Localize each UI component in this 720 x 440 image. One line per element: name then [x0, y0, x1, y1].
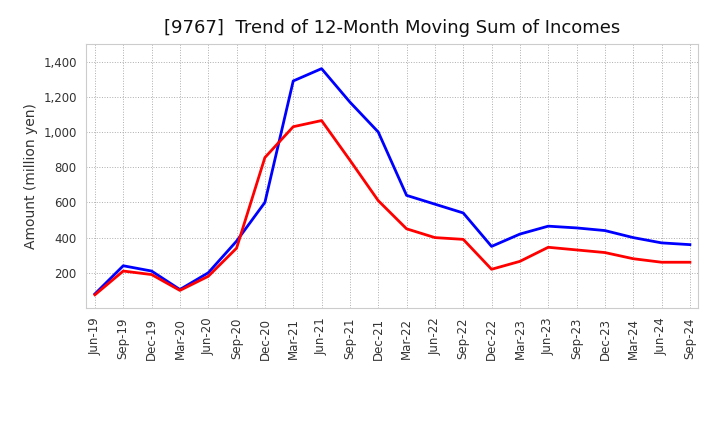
Net Income	[204, 274, 212, 279]
Net Income	[176, 288, 184, 293]
Y-axis label: Amount (million yen): Amount (million yen)	[24, 103, 37, 249]
Ordinary Income	[119, 263, 127, 268]
Ordinary Income	[374, 129, 382, 135]
Net Income	[487, 267, 496, 272]
Ordinary Income	[685, 242, 694, 247]
Net Income	[459, 237, 467, 242]
Ordinary Income	[657, 240, 666, 246]
Line: Ordinary Income: Ordinary Income	[95, 69, 690, 294]
Ordinary Income	[176, 287, 184, 292]
Net Income	[685, 260, 694, 265]
Ordinary Income	[629, 235, 637, 240]
Net Income	[629, 256, 637, 261]
Ordinary Income	[148, 268, 156, 274]
Ordinary Income	[318, 66, 326, 71]
Net Income	[572, 247, 581, 253]
Net Income	[318, 118, 326, 123]
Ordinary Income	[600, 228, 609, 233]
Ordinary Income	[289, 78, 297, 84]
Net Income	[374, 198, 382, 203]
Ordinary Income	[346, 99, 354, 105]
Title: [9767]  Trend of 12-Month Moving Sum of Incomes: [9767] Trend of 12-Month Moving Sum of I…	[164, 19, 621, 37]
Ordinary Income	[487, 244, 496, 249]
Ordinary Income	[431, 202, 439, 207]
Ordinary Income	[204, 270, 212, 275]
Ordinary Income	[572, 225, 581, 231]
Net Income	[600, 250, 609, 255]
Net Income	[516, 259, 524, 264]
Net Income	[657, 260, 666, 265]
Net Income	[91, 292, 99, 297]
Ordinary Income	[91, 291, 99, 297]
Ordinary Income	[516, 231, 524, 237]
Ordinary Income	[459, 210, 467, 216]
Net Income	[402, 226, 411, 231]
Net Income	[261, 155, 269, 160]
Net Income	[233, 246, 241, 251]
Ordinary Income	[402, 193, 411, 198]
Net Income	[431, 235, 439, 240]
Line: Net Income: Net Income	[95, 121, 690, 295]
Net Income	[148, 272, 156, 277]
Ordinary Income	[261, 200, 269, 205]
Ordinary Income	[544, 224, 552, 229]
Ordinary Income	[233, 238, 241, 244]
Net Income	[544, 245, 552, 250]
Net Income	[119, 268, 127, 274]
Net Income	[346, 158, 354, 163]
Net Income	[289, 124, 297, 129]
